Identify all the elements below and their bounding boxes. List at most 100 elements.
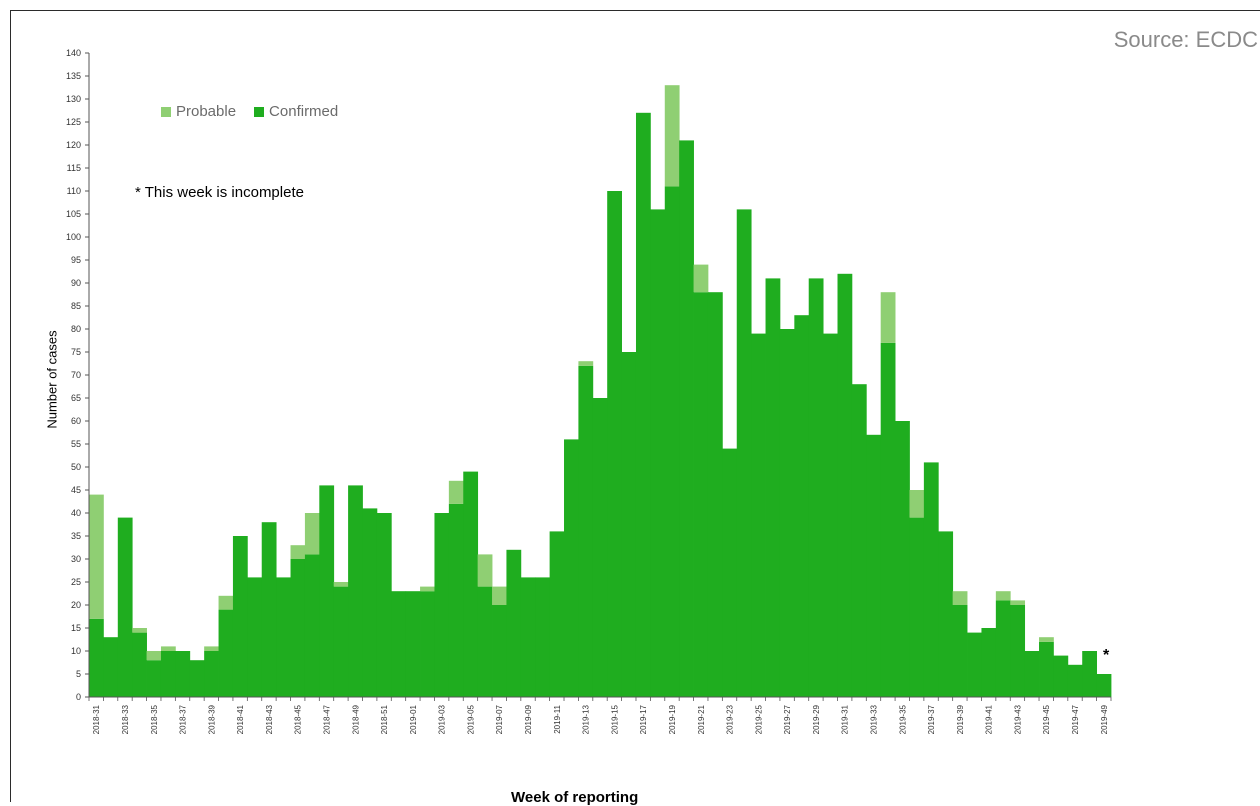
bar-probable — [218, 595, 234, 610]
y-tick-label: 65 — [71, 393, 81, 403]
bar-confirmed — [520, 577, 536, 697]
x-tick-label: 2019-01 — [409, 704, 418, 734]
bar-confirmed — [866, 434, 882, 697]
x-tick-label: 2018-51 — [380, 704, 389, 734]
bar-confirmed — [607, 191, 622, 697]
bar-confirmed — [621, 352, 637, 697]
bar-confirmed — [1053, 655, 1069, 697]
bar-confirmed — [434, 513, 450, 697]
bar-confirmed — [549, 531, 565, 697]
y-tick-label: 25 — [71, 577, 81, 587]
y-tick-label: 10 — [71, 646, 81, 656]
y-tick-label: 115 — [67, 163, 81, 173]
axes-group — [88, 53, 1111, 698]
y-tick-label: 95 — [71, 255, 81, 265]
bar-confirmed — [564, 439, 579, 697]
bar-confirmed — [693, 292, 709, 697]
bar-confirmed — [117, 517, 133, 697]
chart-frame: 0 5 10 15 20 25 30 35 40 45 50 55 60 65 70 75 80 85 90 95 10… — [10, 10, 1260, 806]
bar-confirmed — [1067, 664, 1083, 697]
y-axis-ticks: 0 5 10 15 20 25 30 35 40 45 50 55 60 65 70 75 80 85 90 95 10… — [66, 48, 89, 702]
bar-probable — [952, 591, 968, 605]
bar-confirmed — [880, 342, 896, 697]
probable-swatch — [161, 106, 171, 117]
y-tick-label: 85 — [71, 301, 81, 311]
incomplete-week-marker: * — [1103, 647, 1110, 664]
y-tick-label: 20 — [71, 600, 81, 610]
confirmed-swatch — [254, 106, 265, 117]
bar-probable — [89, 494, 104, 619]
bar-confirmed — [218, 609, 234, 697]
y-tick-label: 100 — [66, 232, 81, 242]
x-tick-label: 2019-25 — [754, 704, 763, 734]
y-tick-label: 55 — [71, 439, 81, 449]
bar-confirmed — [909, 517, 925, 697]
bar-confirmed — [319, 485, 335, 697]
y-tick-label: 110 — [67, 186, 81, 196]
x-tick-label: 2019-13 — [582, 704, 591, 734]
x-axis-ticks: 2018-31 2018-33 2018-35 2018-37 2018-39 2018-… — [88, 697, 1112, 734]
x-tick-label: 2019-47 — [1071, 704, 1080, 734]
x-tick-label: 2019-27 — [783, 704, 792, 734]
bar-confirmed — [707, 292, 723, 697]
bar-confirmed — [823, 333, 838, 697]
x-tick-label: 2019-19 — [668, 704, 677, 734]
legend: Probable Confirmed — [161, 103, 338, 120]
x-tick-label: 2019-11 — [553, 704, 562, 733]
y-tick-label: 140 — [66, 48, 81, 58]
bar-confirmed — [923, 462, 939, 697]
bar-confirmed — [103, 637, 119, 697]
bar-probable — [995, 591, 1011, 601]
y-tick-label: 90 — [71, 278, 81, 288]
bar-confirmed — [261, 522, 277, 697]
bar-confirmed — [736, 209, 752, 697]
bar-confirmed — [794, 315, 810, 697]
y-tick-label: 40 — [71, 508, 81, 518]
y-tick-label: 130 — [66, 94, 81, 104]
y-tick-label: 5 — [76, 669, 81, 679]
bar-confirmed — [837, 273, 853, 697]
source-label: Source: ECDC — [1113, 27, 1258, 52]
bar-probable — [664, 85, 680, 187]
y-axis-label: Number of cases — [44, 330, 60, 429]
x-tick-label: 2019-35 — [898, 704, 907, 734]
bar-probable — [420, 586, 435, 592]
x-tick-label: 2019-45 — [1042, 704, 1051, 734]
bar-confirmed — [146, 660, 162, 697]
bar-confirmed — [1039, 641, 1054, 697]
bar-probable — [1039, 637, 1054, 642]
bar-confirmed — [477, 586, 493, 697]
bar-probable — [578, 361, 594, 366]
bar-confirmed — [535, 577, 551, 697]
bar-probable — [333, 582, 349, 587]
bar-probable — [146, 651, 162, 661]
x-tick-label: 2018-33 — [121, 704, 130, 734]
x-tick-label: 2018-49 — [351, 704, 360, 734]
x-tick-label: 2018-47 — [323, 704, 332, 734]
legend-item-probable: Probable — [161, 103, 236, 120]
x-tick-label: 2019-37 — [927, 704, 936, 734]
x-tick-label: 2018-39 — [207, 704, 216, 734]
bar-probable — [448, 480, 464, 504]
bar-confirmed — [376, 513, 392, 697]
x-tick-label: 2019-21 — [697, 704, 706, 734]
bar-confirmed — [751, 333, 766, 697]
incomplete-note: * This week is incomplete — [135, 184, 304, 201]
x-tick-label: 2019-23 — [726, 704, 735, 734]
bar-confirmed — [448, 503, 464, 697]
bar-confirmed — [1010, 605, 1026, 697]
legend-item-confirmed: Confirmed — [254, 103, 338, 120]
bar-confirmed — [506, 549, 522, 697]
bar-confirmed — [362, 508, 378, 697]
bar-probable — [204, 646, 219, 651]
bar-confirmed — [592, 398, 608, 697]
bar-confirmed — [981, 628, 997, 697]
bar-confirmed — [175, 651, 191, 697]
bar-confirmed — [808, 278, 824, 697]
bar-confirmed — [348, 485, 363, 697]
x-tick-label: 2019-05 — [466, 704, 475, 734]
bar-confirmed — [938, 531, 954, 697]
bar-confirmed — [967, 632, 982, 697]
bar-probable — [492, 586, 507, 605]
bar-confirmed — [189, 660, 205, 697]
